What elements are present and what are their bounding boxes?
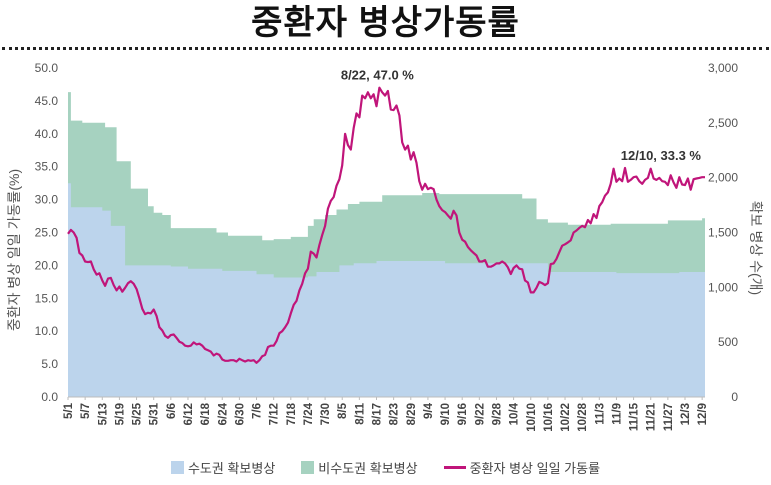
y-left-tick-label: 35.0 xyxy=(35,160,59,174)
y-axis-right-label: 확보 병상 수(개) xyxy=(748,200,764,296)
x-tick-label: 10/4 xyxy=(509,402,521,425)
x-tick-label: 5/31 xyxy=(149,402,161,425)
title-divider xyxy=(2,47,769,50)
x-tick-label: 5/7 xyxy=(80,403,92,419)
y-left-tick-label: 25.0 xyxy=(35,226,59,240)
x-tick-label: 8/11 xyxy=(354,402,366,424)
y-left-tick-label: 30.0 xyxy=(35,193,59,207)
y-axis-left-label: 중환자 병상 일일 가동률(%) xyxy=(6,168,22,332)
x-tick-label: 7/24 xyxy=(303,402,315,425)
y-left-tick-label: 5.0 xyxy=(41,357,58,371)
y-left-tick-label: 0.0 xyxy=(41,390,58,404)
x-tick-label: 9/16 xyxy=(457,403,469,425)
x-tick-label: 8/29 xyxy=(406,403,418,425)
legend-label-noncapital: 비수도권 확보병상 xyxy=(318,460,418,476)
x-tick-label: 8/5 xyxy=(337,402,349,419)
x-tick-label: 12/3 xyxy=(680,403,692,425)
x-tick-label: 7/30 xyxy=(320,403,332,425)
x-tick-label: 11/21 xyxy=(646,402,658,431)
x-tick-label: 9/10 xyxy=(440,403,452,425)
x-tick-label: 8/23 xyxy=(389,403,401,425)
annotation-latest: 12/10, 33.3 % xyxy=(621,148,702,163)
x-tick-label: 11/3 xyxy=(594,403,606,425)
x-tick-label: 8/17 xyxy=(372,403,384,425)
x-tick-label: 6/18 xyxy=(200,402,212,425)
area-capital xyxy=(68,183,705,397)
y-right-tick-label: 3,000 xyxy=(708,61,738,75)
line-occupancy-rate xyxy=(67,86,705,364)
y-left-tick-label: 10.0 xyxy=(35,324,59,338)
legend-label-capital: 수도권 확보병상 xyxy=(187,460,276,476)
x-tick-label: 6/24 xyxy=(217,402,229,425)
y-left-tick-label: 20.0 xyxy=(35,258,59,272)
y-right-tick-label: 1,500 xyxy=(708,226,738,240)
x-tick-label: 11/9 xyxy=(611,403,623,425)
x-tick-label: 6/12 xyxy=(183,403,195,425)
x-tick-label: 10/28 xyxy=(577,402,589,431)
x-tick-label: 5/19 xyxy=(114,403,126,425)
x-tick-label: 12/9 xyxy=(697,403,709,425)
x-tick-label: 9/4 xyxy=(423,402,435,419)
x-tick-label: 10/10 xyxy=(526,403,538,432)
legend-item-rate: 중환자 병상 일일 가동률 xyxy=(443,458,601,477)
chart-title: 중환자 병상가동률 xyxy=(251,4,520,42)
y-right-tick-label: 2,000 xyxy=(708,171,738,185)
x-tick-label: 9/22 xyxy=(474,403,486,425)
y-left-tick-label: 50.0 xyxy=(35,61,59,75)
x-tick-label: 6/6 xyxy=(166,403,178,419)
x-tick-label: 11/15 xyxy=(629,402,641,431)
legend-item-capital: 수도권 확보병상 xyxy=(170,458,276,477)
x-tick-label: 7/6 xyxy=(252,403,264,419)
y-right-tick-label: 500 xyxy=(718,335,738,349)
x-tick-label: 11/27 xyxy=(663,403,675,431)
legend-label-rate: 중환자 병상 일일 가동률 xyxy=(469,460,601,476)
x-tick-label: 6/30 xyxy=(234,403,246,425)
legend: 수도권 확보병상 비수도권 확보병상 중환자 병상 일일 가동률 xyxy=(0,455,771,479)
y-right-tick-label: 1,000 xyxy=(708,280,738,294)
x-tick-label: 5/25 xyxy=(132,402,144,425)
annotation-peak: 8/22, 47.0 % xyxy=(341,68,414,83)
legend-swatch-noncapital xyxy=(301,460,315,474)
y-right-tick-label: 0 xyxy=(731,390,738,404)
legend-item-noncapital: 비수도권 확보병상 xyxy=(301,458,418,477)
legend-swatch-capital xyxy=(170,460,184,474)
y-left-tick-label: 15.0 xyxy=(35,291,59,305)
x-tick-label: 5/13 xyxy=(97,403,109,425)
y-left-tick-label: 40.0 xyxy=(35,127,59,141)
occupancy-chart: 0.0 5.0 10.0 15.0 20.0 25.0 30.0 35.0 40.0 45.0 50… xyxy=(35,61,739,432)
x-tick-label: 7/18 xyxy=(286,402,298,425)
x-tick-label: 10/22 xyxy=(560,403,572,432)
y-left-tick-label: 45.0 xyxy=(35,94,59,108)
legend-swatch-rate xyxy=(443,465,466,469)
y-right-tick-label: 2,500 xyxy=(708,116,738,130)
x-tick-label: 5/1 xyxy=(63,402,75,419)
x-tick-label: 7/12 xyxy=(269,403,281,425)
x-tick-label: 9/28 xyxy=(491,402,503,425)
x-tick-label: 10/16 xyxy=(543,403,555,432)
